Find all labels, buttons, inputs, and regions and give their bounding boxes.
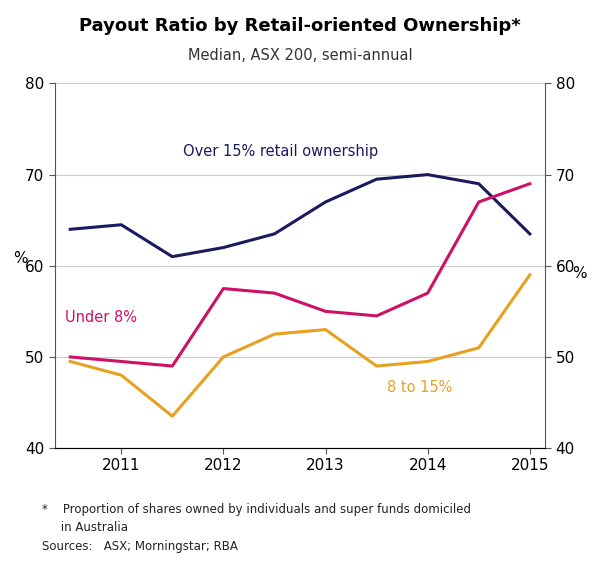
- Text: 8 to 15%: 8 to 15%: [387, 379, 452, 395]
- Text: Sources:   ASX; Morningstar; RBA: Sources: ASX; Morningstar; RBA: [42, 540, 238, 553]
- Y-axis label: %: %: [13, 250, 28, 266]
- Text: Payout Ratio by Retail-oriented Ownership*: Payout Ratio by Retail-oriented Ownershi…: [79, 17, 521, 35]
- Text: Over 15% retail ownership: Over 15% retail ownership: [182, 144, 377, 160]
- Text: in Australia: in Australia: [42, 521, 128, 534]
- Text: *    Proportion of shares owned by individuals and super funds domiciled: * Proportion of shares owned by individu…: [42, 503, 471, 516]
- Text: Median, ASX 200, semi-annual: Median, ASX 200, semi-annual: [188, 48, 412, 63]
- Y-axis label: %: %: [572, 266, 587, 281]
- Text: Under 8%: Under 8%: [65, 310, 137, 325]
